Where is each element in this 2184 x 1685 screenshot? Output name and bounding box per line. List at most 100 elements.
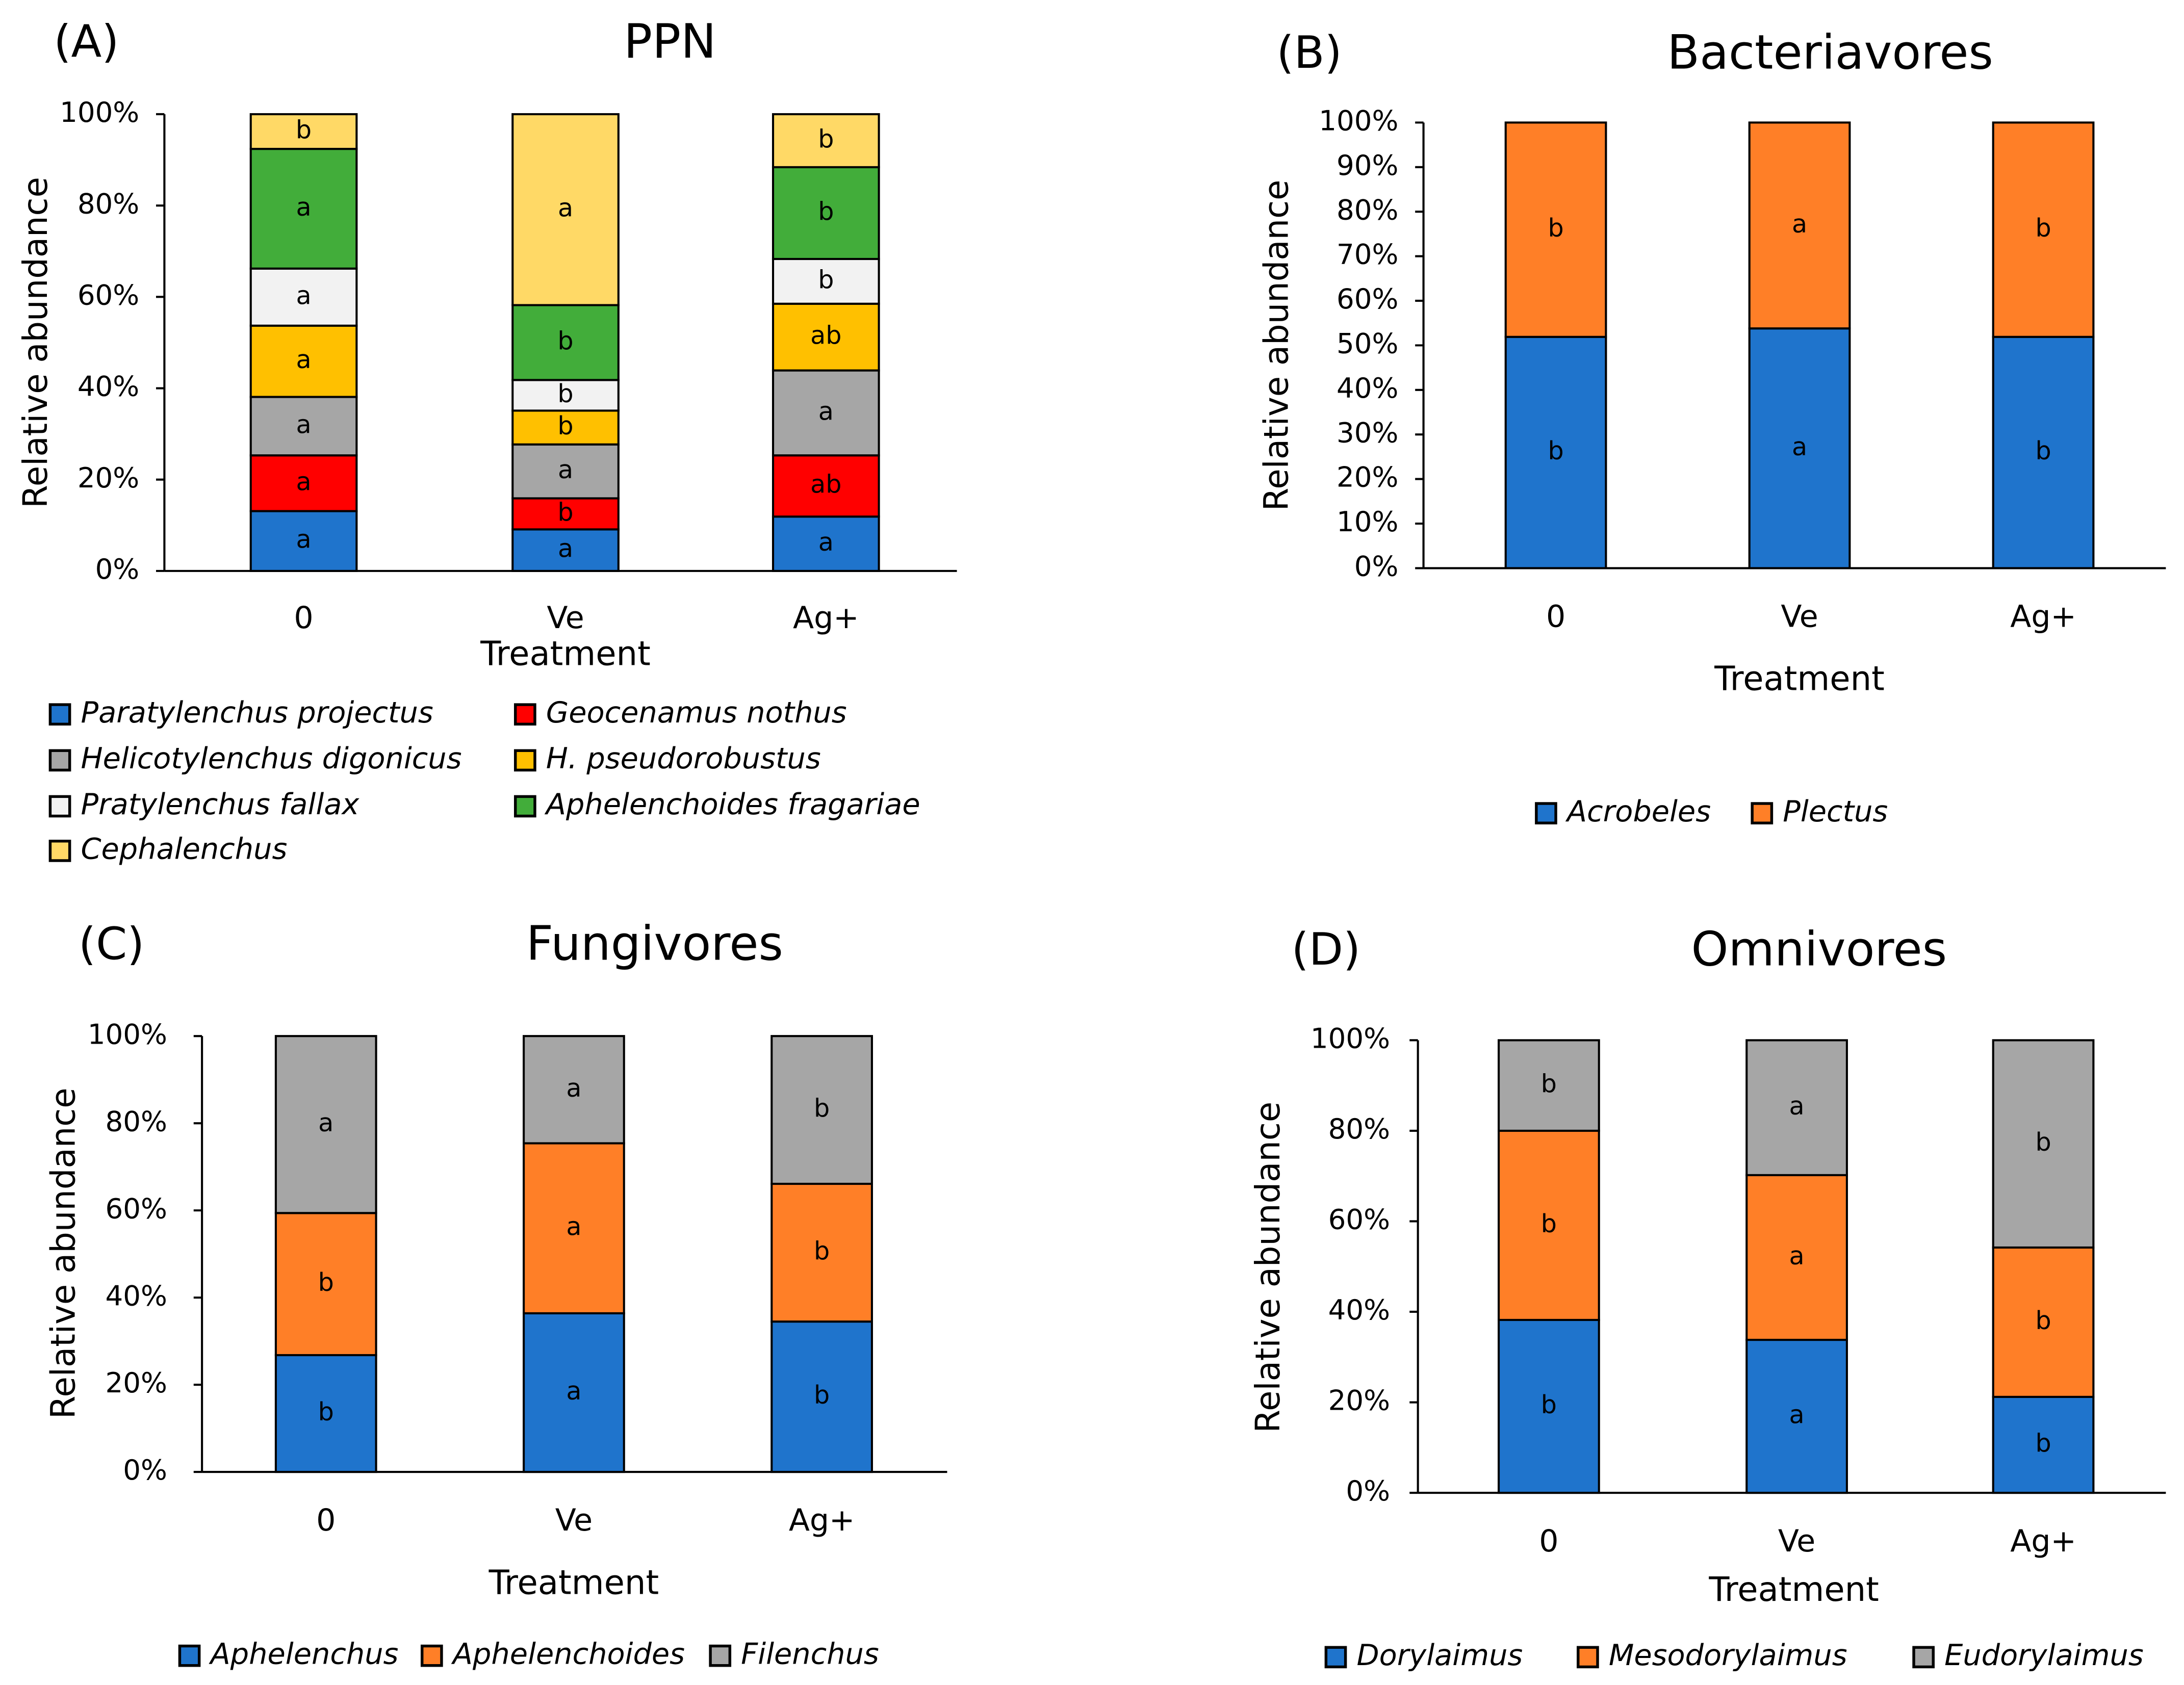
bar-segment (511, 443, 620, 500)
bar-segment (1992, 121, 2095, 338)
y-axis-label: Relative abundance (1257, 180, 1296, 511)
chart-panel-4: (D) Omnivores 0% 20% 40% 60% 80% 100% Treatment R… (1249, 922, 2166, 1672)
significance-letter: a (1792, 209, 1807, 239)
bar-segment (274, 1035, 377, 1214)
bar-segment (1992, 335, 2095, 569)
bar-segment (772, 302, 880, 372)
bar-segment (1748, 121, 1851, 330)
significance-letter: b (557, 326, 573, 355)
significance-letter: b (557, 411, 573, 440)
significance-letter: b (1548, 213, 1563, 243)
x-axis-label: Treatment (1708, 1570, 1879, 1609)
y-tick-label: 100% (60, 96, 139, 128)
significance-letter: b (557, 379, 573, 408)
bar-segment (1992, 1039, 2095, 1249)
x-tick-label: 0 (1546, 599, 1565, 634)
legend-label: Aphelenchoides fragariae (544, 787, 920, 821)
y-tick-label: 80% (1337, 193, 1398, 226)
y-tick-label: 70% (1337, 238, 1398, 271)
bar-segment (274, 1354, 377, 1473)
y-tick-label: 20% (78, 461, 139, 494)
y-tick-label: 0% (123, 1454, 167, 1486)
significance-letter: a (1789, 1241, 1805, 1271)
significance-letter: a (558, 534, 573, 563)
chart-title: PPN (624, 14, 716, 69)
y-tick-label: 80% (1328, 1112, 1390, 1145)
y-tick-label: 80% (78, 187, 139, 220)
chart-panel-2: (B) Bacteriavores 0% 10% 20% 30% 40% 50% 60% 70% 8… (1257, 25, 2166, 828)
legend-swatch (513, 795, 536, 818)
legend-label: Aphelenchus (209, 1637, 399, 1671)
y-tick-label: 0% (95, 553, 140, 585)
bar-segment (1745, 1338, 1848, 1494)
x-tick-label: Ve (1781, 599, 1818, 634)
legend-label: Paratylenchus projectus (81, 695, 433, 730)
legend-item: Plectus (1751, 794, 1888, 828)
significance-letter: ab (810, 321, 841, 350)
bar-segment (249, 396, 358, 457)
legend-swatch (420, 1644, 443, 1667)
legend-item: Filenchus (709, 1637, 879, 1671)
y-tick-label: 100% (88, 1018, 167, 1050)
y-tick-label: 50% (1337, 327, 1398, 360)
legend-swatch (48, 795, 71, 818)
significance-letter: a (1792, 432, 1807, 461)
y-tick-label: 40% (78, 370, 139, 403)
legend-item: Paratylenchus projectus (48, 695, 433, 730)
significance-letter: b (318, 1397, 334, 1427)
significance-letter: b (818, 124, 834, 153)
y-tick-label: 0% (1354, 550, 1399, 583)
x-axis-label: Treatment (480, 635, 651, 673)
legend-item: Geocenamus nothus (513, 695, 847, 730)
significance-letter: a (558, 455, 573, 484)
bar-segment (1745, 1039, 1848, 1176)
panel-label: (A) (54, 15, 119, 67)
legend-item: Aphelenchoides (420, 1637, 685, 1671)
significance-letter: a (818, 396, 834, 426)
bar-segment (1748, 327, 1851, 569)
legend-label: Acrobeles (1565, 794, 1711, 828)
significance-letter: a (1789, 1091, 1805, 1121)
significance-letter: b (1541, 1390, 1557, 1419)
panel-label: (D) (1292, 923, 1360, 975)
y-axis-label: Relative abundance (1249, 1102, 1288, 1433)
bar-segment (249, 267, 358, 327)
y-tick-label: 80% (105, 1105, 167, 1137)
legend-swatch (48, 840, 71, 862)
bar-segment (1992, 1395, 2095, 1494)
legend-item: Mesodorylaimus (1577, 1638, 1847, 1672)
legend-swatch (513, 703, 536, 726)
y-axis-label: Relative abundance (16, 177, 55, 508)
bar-segment (523, 1312, 625, 1473)
legend-swatch (1751, 802, 1774, 824)
bar-segment (1504, 121, 1607, 338)
significance-letter: a (296, 525, 311, 554)
significance-letter: b (814, 1094, 830, 1123)
bar-segment (511, 304, 620, 381)
significance-letter: b (1541, 1209, 1557, 1238)
bar-segment (511, 409, 620, 446)
bar-segment (274, 1212, 377, 1357)
legend-label: Plectus (1783, 794, 1888, 828)
significance-letter: a (818, 527, 834, 557)
bar-segment (511, 113, 620, 306)
y-tick-label: 60% (1328, 1203, 1390, 1236)
y-axis-label: Relative abundance (44, 1087, 83, 1419)
significance-letter: b (2035, 1428, 2051, 1458)
significance-letter: a (566, 1376, 581, 1406)
significance-letter: b (818, 196, 834, 226)
significance-letter: a (296, 280, 311, 310)
legend-item: Helicotylenchus digonicus (48, 741, 462, 775)
legend-item: H. pseudorobustus (513, 741, 821, 775)
significance-letter: ab (810, 470, 841, 499)
x-tick-label: Ag+ (2010, 599, 2076, 634)
bar-segment (511, 528, 620, 572)
bar-segment (772, 369, 880, 457)
y-tick-label: 10% (1337, 505, 1398, 538)
legend-label: Filenchus (741, 1637, 879, 1671)
bar-segment (249, 454, 358, 512)
bar-segment (770, 1320, 873, 1473)
bar-segment (770, 1035, 873, 1185)
significance-letter: b (1541, 1069, 1557, 1099)
bar-segment (1498, 1039, 1600, 1132)
